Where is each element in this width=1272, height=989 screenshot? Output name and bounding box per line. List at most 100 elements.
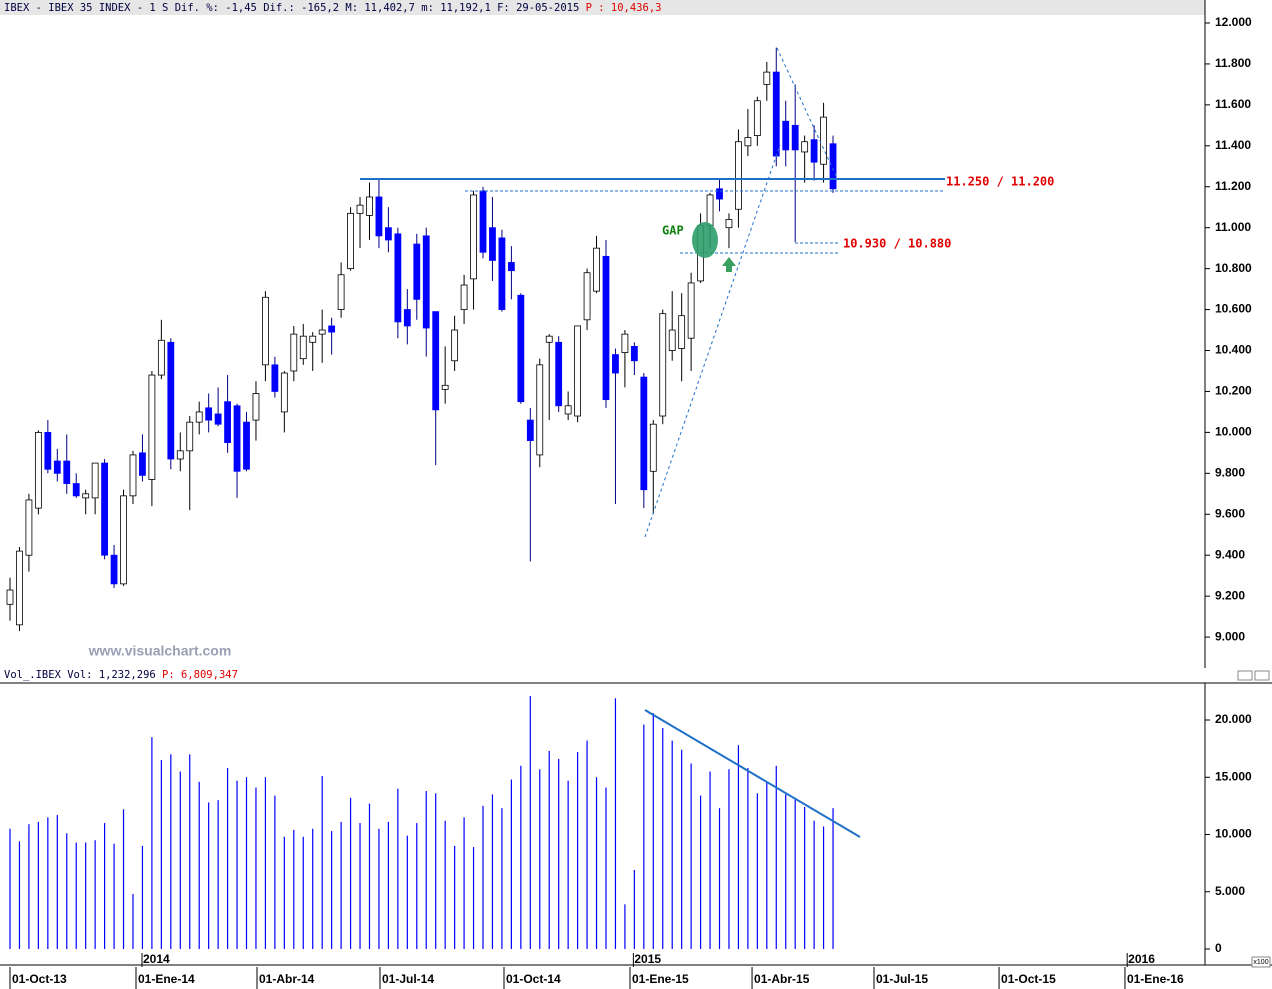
volume-bar [208, 802, 210, 949]
volume-bar [491, 794, 494, 949]
volume-bar [539, 769, 541, 949]
volume-bar [472, 847, 475, 949]
volume-bar [605, 787, 607, 949]
candle-body [16, 550, 23, 626]
volume-bar [56, 815, 58, 949]
volume-bar [151, 737, 153, 949]
y-tick-label: 9.000 [1215, 629, 1245, 643]
volume-bar [510, 779, 512, 949]
y-tick-label: 10.600 [1215, 302, 1252, 316]
y-tick-label: 12.000 [1215, 15, 1252, 29]
volume-bar [813, 820, 815, 949]
candle-body [44, 431, 52, 470]
candle-body [167, 341, 175, 460]
candle-body [649, 423, 657, 472]
candle-body [224, 401, 231, 444]
y-tick-label: 10.800 [1215, 261, 1252, 275]
volume-bar [349, 797, 352, 949]
candle-body [621, 333, 629, 353]
volume-bar [652, 713, 654, 949]
candle-body [810, 139, 818, 163]
candle-body [53, 460, 61, 474]
marks: 9.000 9.200 9.400 9.600 9.800 10.000 10.200 10.… [6, 15, 1252, 989]
volume-bar [141, 845, 144, 949]
candle-body [451, 329, 459, 362]
volume-bar [283, 836, 285, 949]
candle-body [687, 282, 695, 339]
volume-bar [274, 795, 276, 949]
volume-bar [331, 831, 333, 949]
candle-body [214, 413, 222, 425]
volume-bar [558, 758, 560, 949]
candle-body [6, 589, 14, 605]
panel-button[interactable] [1237, 670, 1253, 681]
volume-bar [435, 793, 437, 949]
candle-body [460, 284, 468, 310]
y-tick-label: 10.000 [1215, 425, 1252, 439]
volume-bar [662, 728, 664, 949]
volume-bar [681, 749, 683, 949]
candle-body [659, 313, 667, 417]
candle-body [347, 212, 354, 270]
unit-label: x100 [1253, 959, 1268, 966]
volume-bar [113, 843, 115, 949]
candle-body [763, 71, 771, 85]
candle-body [479, 190, 487, 253]
candle-body [110, 554, 118, 585]
volume-bar [75, 842, 77, 949]
volume-bar [359, 823, 361, 949]
y-tick-label: 9.800 [1215, 466, 1245, 480]
panel-button[interactable] [1254, 670, 1270, 681]
volume-bar [94, 840, 96, 949]
volume-bar [595, 777, 598, 949]
volume-bar [577, 752, 579, 949]
volume-bar [737, 745, 740, 949]
volume-bar [633, 869, 635, 949]
y-tick-label: 9.200 [1215, 588, 1245, 602]
candle-body [678, 315, 686, 349]
candle-body [820, 116, 827, 165]
volume-bar [85, 842, 87, 949]
volume-bar [132, 894, 134, 949]
volume-bar [255, 787, 257, 949]
volume-bar [444, 820, 446, 949]
candle-body [139, 452, 146, 476]
volume-bar [66, 833, 68, 949]
volume-bar [728, 769, 730, 949]
candle-body [82, 493, 90, 499]
volume-bar [756, 793, 758, 949]
volume-bar [122, 809, 125, 949]
candle-body [489, 227, 496, 261]
candle-body [290, 333, 298, 372]
candle-body [252, 393, 260, 421]
volume-bar [264, 777, 267, 949]
gap-label: GAP [662, 224, 684, 238]
volume-bar [822, 826, 825, 949]
unit-box [1251, 956, 1271, 968]
volume-bar [586, 740, 588, 949]
x-tick-label: 01-Oct-14 [506, 972, 561, 986]
candle-body [176, 450, 184, 460]
volume-bar [501, 808, 503, 949]
volume-bar [718, 808, 721, 949]
candle-body [432, 311, 440, 411]
volume-bar [198, 781, 200, 949]
volume-header: Vol_.IBEX Vol: 1,232,296 P: 6,809,347 [4, 669, 238, 681]
volume-bar [47, 817, 49, 949]
candle-body [233, 405, 241, 472]
y-tick-label: 0 [1215, 941, 1222, 955]
candle-body [753, 100, 761, 136]
candle-body [101, 462, 109, 556]
candle-body [441, 384, 449, 390]
candle-body [536, 364, 544, 456]
volume-bar [406, 835, 408, 949]
volume-bar [747, 768, 749, 949]
volume-bar [312, 828, 314, 949]
candle-body [602, 255, 610, 401]
volume-bar [340, 821, 342, 949]
candle-body [507, 262, 515, 272]
candle-body [668, 329, 676, 351]
candle-body [309, 335, 317, 343]
candle-body [120, 495, 127, 585]
